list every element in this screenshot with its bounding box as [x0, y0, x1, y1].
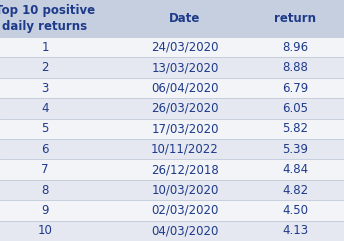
- Text: 2: 2: [41, 61, 49, 74]
- Text: 4.50: 4.50: [282, 204, 308, 217]
- Text: 3: 3: [41, 81, 49, 94]
- Text: 7: 7: [41, 163, 49, 176]
- Bar: [0, 57, 344, 78]
- Bar: [0, 119, 344, 139]
- Text: 6: 6: [41, 143, 49, 156]
- Bar: [0, 78, 344, 98]
- Text: 06/04/2020: 06/04/2020: [151, 81, 219, 94]
- Text: 5.39: 5.39: [282, 143, 308, 156]
- Bar: [0, 180, 344, 200]
- Bar: [0, 37, 344, 57]
- Text: 9: 9: [41, 204, 49, 217]
- Text: 4: 4: [41, 102, 49, 115]
- Text: 4.84: 4.84: [282, 163, 308, 176]
- Text: 4.13: 4.13: [282, 224, 308, 237]
- Bar: [0, 98, 344, 119]
- Text: 8.96: 8.96: [282, 41, 308, 54]
- Text: 17/03/2020: 17/03/2020: [151, 122, 219, 135]
- Text: 1: 1: [41, 41, 49, 54]
- Text: 5.82: 5.82: [282, 122, 308, 135]
- Text: 24/03/2020: 24/03/2020: [151, 41, 219, 54]
- Bar: [0, 0, 344, 37]
- Text: 8: 8: [41, 183, 49, 196]
- Text: 26/03/2020: 26/03/2020: [151, 102, 219, 115]
- Text: 10/11/2022: 10/11/2022: [151, 143, 219, 156]
- Text: 10: 10: [37, 224, 52, 237]
- Text: 04/03/2020: 04/03/2020: [151, 224, 219, 237]
- Text: 02/03/2020: 02/03/2020: [151, 204, 219, 217]
- Bar: [0, 159, 344, 180]
- Text: Date: Date: [169, 12, 201, 25]
- Text: 6.05: 6.05: [282, 102, 308, 115]
- Text: 6.79: 6.79: [282, 81, 308, 94]
- Text: 10/03/2020: 10/03/2020: [151, 183, 219, 196]
- Text: 4.82: 4.82: [282, 183, 308, 196]
- Bar: [0, 139, 344, 159]
- Text: 8.88: 8.88: [282, 61, 308, 74]
- Bar: [0, 200, 344, 221]
- Text: return: return: [274, 12, 316, 25]
- Text: 13/03/2020: 13/03/2020: [151, 61, 219, 74]
- Text: Top 10 positive
daily returns: Top 10 positive daily returns: [0, 4, 95, 33]
- Text: 5: 5: [41, 122, 49, 135]
- Text: 26/12/2018: 26/12/2018: [151, 163, 219, 176]
- Bar: [0, 221, 344, 241]
